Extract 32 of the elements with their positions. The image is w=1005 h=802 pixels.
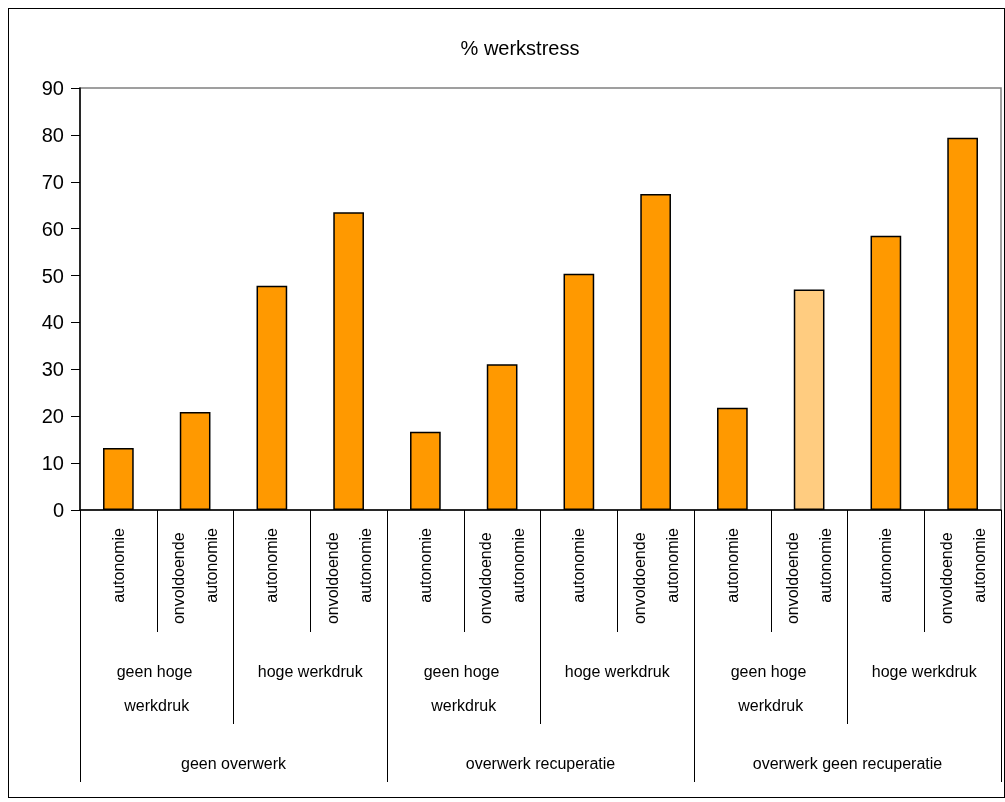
chart-title: % werkstress — [460, 37, 580, 59]
x-tick-label: autonomie — [723, 527, 741, 603]
y-tick-label: 60 — [41, 217, 64, 240]
y-tick-label: 80 — [41, 123, 64, 146]
text: overwerk geen recuperatie — [752, 754, 943, 772]
y-tick-label: 90 — [41, 77, 64, 99]
x-tick-label: autonomie — [570, 527, 588, 603]
y-tick-label: 10 — [41, 452, 64, 475]
x-tick-label: onvoldoende autonomie — [784, 527, 835, 625]
text: geen hoge werkdruk — [730, 662, 811, 714]
x-tick-label: onvoldoende autonomie — [170, 527, 221, 625]
x-tick-label: autonomie — [416, 527, 434, 603]
text: geen hoge werkdruk — [423, 662, 504, 714]
y-tick-label: 20 — [41, 405, 64, 428]
y-tick-label: 50 — [41, 264, 64, 287]
x-tick-label: autonomie — [109, 527, 127, 603]
x-tick-label: onvoldoende autonomie — [477, 527, 528, 625]
y-tick-label: 0 — [52, 499, 64, 521]
x-tick-label: autonomie — [263, 527, 281, 603]
text: hoge werkdruk — [564, 662, 671, 680]
text: overwerk recuperatie — [465, 754, 616, 772]
y-tick-label: 70 — [41, 170, 64, 193]
y-tick-label: 40 — [41, 311, 64, 334]
x-tick-label: onvoldoende autonomie — [630, 527, 681, 625]
x-tick-label: onvoldoende autonomie — [323, 527, 374, 625]
x-tick-label: autonomie — [877, 527, 895, 603]
text: geen overwerk — [181, 754, 287, 772]
x-tick-label: onvoldoende autonomie — [937, 527, 988, 625]
y-tick-label: 30 — [41, 358, 64, 381]
text: hoge werkdruk — [871, 662, 978, 680]
text: hoge werkdruk — [257, 662, 364, 680]
text: geen hoge werkdruk — [116, 662, 197, 714]
